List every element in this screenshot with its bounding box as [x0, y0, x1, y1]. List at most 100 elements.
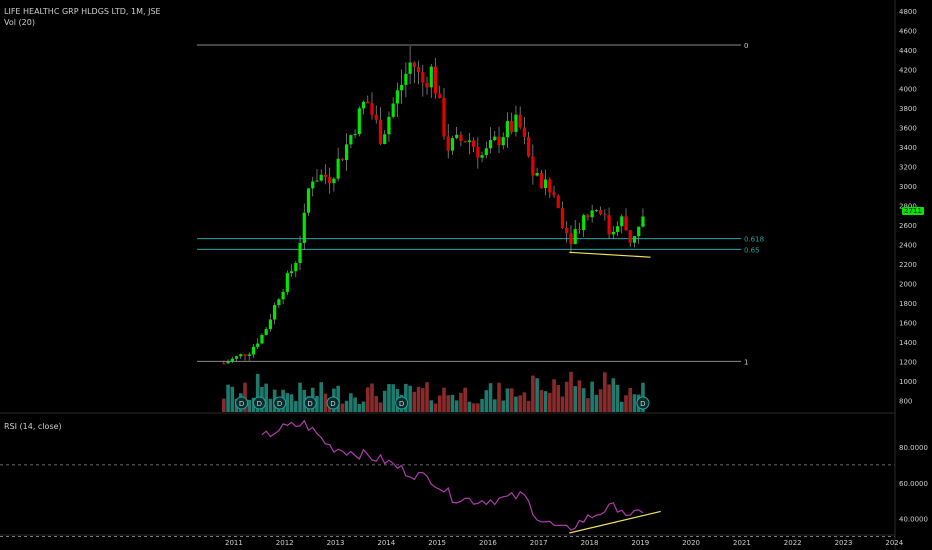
time-tick-label: 2012: [276, 539, 294, 547]
volume-bar: [294, 401, 298, 412]
volume-bar: [484, 390, 489, 412]
price-tick-label: 4000: [899, 86, 917, 94]
candle-body: [302, 212, 306, 243]
rsi-trendline: [569, 510, 661, 534]
price-tick-label: 4400: [899, 47, 917, 55]
time-tick-label: 2024: [885, 539, 903, 547]
candle-body: [543, 179, 548, 189]
volume-bar: [442, 387, 446, 412]
candle-body: [607, 215, 611, 235]
candle-body: [378, 119, 383, 144]
symbol-legend[interactable]: LIFE HEALTHC GRP HLDGS LTD, 1M, JSE Vol …: [4, 6, 161, 28]
volume-bar: [285, 393, 290, 412]
price-tick-label: 4600: [899, 27, 917, 35]
fib-level-label: 0.65: [744, 246, 760, 254]
volume-bar: [298, 382, 302, 412]
candle-body: [480, 155, 484, 158]
volume-bar: [531, 375, 535, 412]
volume-bar: [598, 389, 603, 412]
candle-body: [527, 137, 531, 157]
volume-bar: [404, 383, 408, 412]
price-tick-label: 3400: [899, 144, 917, 152]
candle-body: [620, 216, 624, 227]
volume-bar: [564, 381, 569, 412]
dividend-marker-icon: [326, 396, 340, 410]
candle-body: [281, 291, 285, 300]
candle-body: [594, 210, 598, 212]
candle-body: [323, 174, 328, 178]
candle-body: [328, 177, 332, 184]
candle-body: [383, 134, 387, 144]
candle-body: [556, 195, 560, 209]
candle-body: [243, 354, 247, 356]
volume-bar: [361, 401, 366, 412]
volume-bar: [509, 388, 514, 412]
dividend-marker-label: D: [399, 400, 404, 408]
volume-bar: [586, 398, 590, 412]
dividend-marker-label: D: [640, 400, 645, 408]
candle-body: [319, 174, 323, 181]
time-tick-label: 2016: [479, 539, 497, 547]
volume-bar: [344, 400, 349, 412]
price-tick-label: 2000: [899, 280, 917, 288]
volume-bar: [454, 400, 459, 412]
candle-body: [230, 358, 234, 362]
candle-body: [222, 363, 226, 365]
volume-bar: [412, 391, 417, 412]
price-tick-label: 2600: [899, 222, 917, 230]
price-tick-label: 2400: [899, 242, 917, 250]
volume-bar: [336, 385, 340, 412]
volume-bar: [446, 395, 451, 412]
volume-bar: [323, 393, 328, 412]
price-trendline: [569, 251, 651, 258]
price-tick-label: 1000: [899, 378, 917, 386]
candle-body: [552, 192, 556, 196]
volume-bar: [365, 387, 370, 412]
volume-bar: [488, 383, 493, 412]
candle-body: [565, 227, 569, 234]
candle-body: [632, 236, 637, 243]
dividend-marker-icon: [636, 396, 650, 410]
volume-bar: [378, 402, 383, 412]
candle-body: [294, 263, 298, 272]
volume-bar: [421, 388, 425, 412]
price-tick-label: 3000: [899, 183, 917, 191]
candle-body: [459, 134, 463, 141]
candle-body: [247, 354, 251, 356]
candle-body: [497, 136, 501, 146]
volume-bar: [429, 400, 434, 412]
time-tick-label: 2019: [631, 539, 649, 547]
candle-body: [463, 140, 467, 143]
candle-body: [256, 343, 260, 347]
volume-bar: [603, 372, 607, 412]
volume-bar: [471, 403, 476, 412]
candle-body: [361, 101, 366, 109]
volume-bar: [289, 394, 294, 412]
volume-bar: [264, 383, 268, 412]
candle-body: [353, 134, 357, 136]
candle-body: [387, 116, 391, 135]
candle-body: [510, 121, 514, 132]
candle-body: [450, 138, 455, 151]
volume-bar: [476, 403, 480, 412]
candle-body: [349, 135, 353, 145]
candle-body: [416, 67, 421, 73]
volume-bar: [581, 388, 586, 412]
candle-body: [641, 216, 645, 227]
volume-bar: [539, 390, 544, 412]
candle-body: [421, 72, 425, 83]
rsi-legend[interactable]: RSI (14, close): [4, 422, 62, 431]
candle-body: [590, 210, 594, 218]
volume-bar: [611, 378, 616, 412]
volume-bar: [497, 382, 501, 412]
time-tick-label: 2022: [784, 539, 802, 547]
rsi-line: [261, 419, 644, 531]
volume-bar: [526, 400, 531, 412]
dividend-marker-icon: [252, 396, 266, 410]
rsi-tick-label: 80.0000: [899, 444, 928, 452]
volume-bar: [391, 384, 395, 412]
price-tick-label: 1200: [899, 358, 917, 366]
dividend-marker-label: D: [239, 400, 244, 408]
volume-bar: [577, 380, 582, 412]
